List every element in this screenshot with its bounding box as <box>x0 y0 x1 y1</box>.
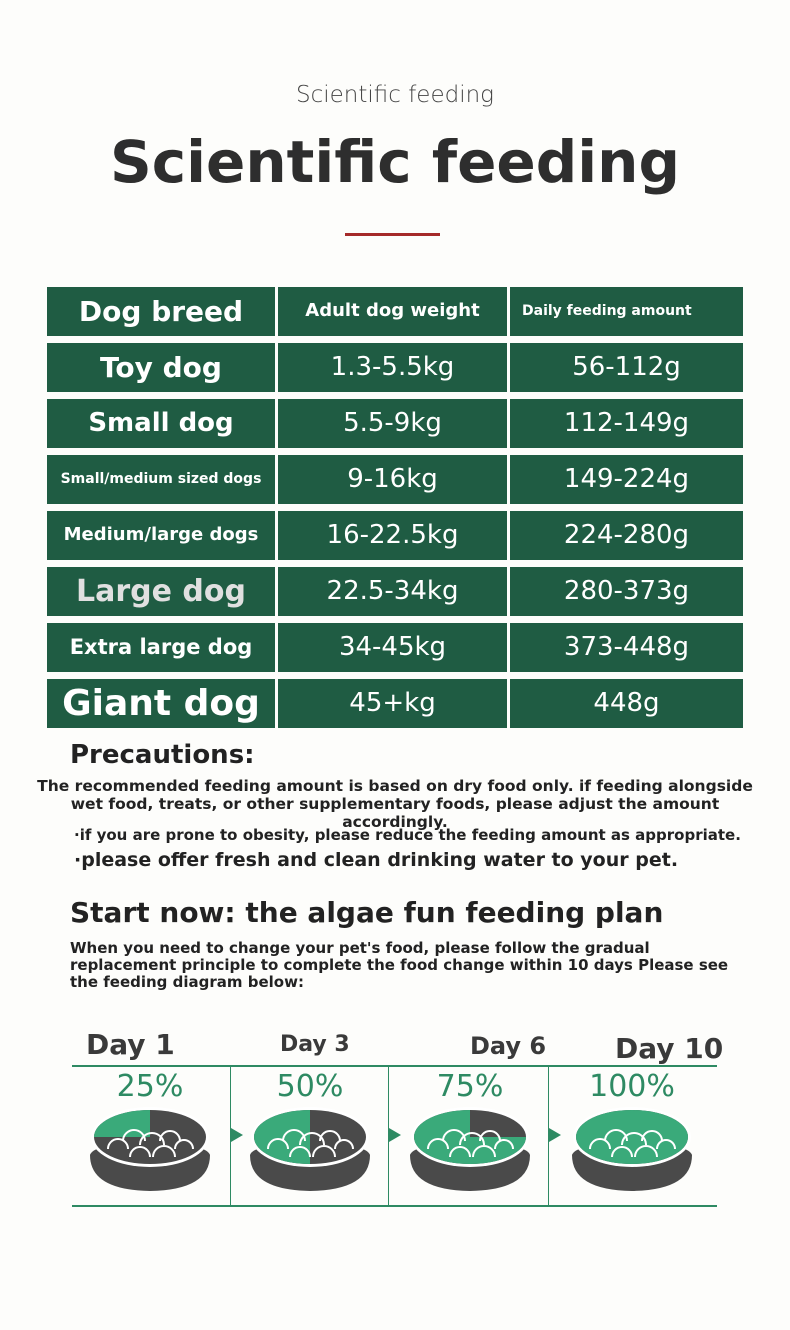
percent-label: 100% <box>589 1069 675 1104</box>
day-label: Day 10 <box>615 1032 724 1065</box>
food-bowl-icon <box>90 1107 210 1191</box>
cell-text: 45+kg <box>349 687 436 718</box>
header-cell: Dog breed <box>47 287 275 336</box>
amount-cell: 224-280g <box>510 511 743 560</box>
weight-cell: 45+kg <box>278 679 507 728</box>
divider <box>72 1205 717 1207</box>
breed-cell: Toy dog <box>47 343 275 392</box>
divider <box>72 1065 717 1067</box>
percent-label: 75% <box>436 1069 504 1104</box>
breed-cell: Extra large dog <box>47 623 275 672</box>
page-title: Scientific feeding <box>110 128 680 196</box>
precautions-text: The recommended feeding amount is based … <box>37 777 753 831</box>
cell-text: 448g <box>593 687 660 718</box>
percent-label: 50% <box>276 1069 344 1104</box>
amount-cell: 56-112g <box>510 343 743 392</box>
plan-heading: Start now: the algae fun feeding plan <box>70 896 664 929</box>
divider <box>345 233 440 236</box>
food-bowl-icon <box>572 1107 692 1191</box>
cell-text: Giant dog <box>62 682 260 724</box>
arrow-right-icon <box>549 1128 561 1142</box>
cell-text: 16-22.5kg <box>326 519 459 550</box>
subtitle: Scientific feeding <box>296 82 494 108</box>
day-label: Day 6 <box>470 1032 547 1060</box>
cell-text: 112-149g <box>563 407 690 438</box>
divider <box>388 1067 389 1206</box>
header-cell: Daily feeding amount <box>510 287 743 336</box>
divider <box>230 1067 231 1206</box>
breed-cell: Small dog <box>47 399 275 448</box>
breed-cell: Large dog <box>47 567 275 616</box>
amount-cell: 373-448g <box>510 623 743 672</box>
cell-text: Adult dog weight <box>305 300 480 322</box>
cell-text: 224-280g <box>563 519 690 550</box>
cell-text: 373-448g <box>563 631 690 662</box>
cell-text: Toy dog <box>100 350 222 384</box>
food-bowl-icon <box>250 1107 370 1191</box>
breed-cell: Small/medium sized dogs <box>47 455 275 504</box>
cell-text: Extra large dog <box>69 635 253 660</box>
weight-cell: 9-16kg <box>278 455 507 504</box>
plan-text: When you need to change your pet's food,… <box>70 939 729 991</box>
cell-text: Large dog <box>76 573 246 609</box>
cell-text: 1.3-5.5kg <box>330 351 455 382</box>
header-cell: Adult dog weight <box>278 287 507 336</box>
day-label: Day 3 <box>280 1032 350 1057</box>
precaution-bullet: ·please offer fresh and clean drinking w… <box>74 849 679 871</box>
cell-text: 9-16kg <box>347 463 438 494</box>
amount-cell: 149-224g <box>510 455 743 504</box>
breed-cell: Medium/large dogs <box>47 511 275 560</box>
weight-cell: 22.5-34kg <box>278 567 507 616</box>
weight-cell: 16-22.5kg <box>278 511 507 560</box>
amount-cell: 280-373g <box>510 567 743 616</box>
arrow-right-icon <box>389 1128 401 1142</box>
weight-cell: 1.3-5.5kg <box>278 343 507 392</box>
amount-cell: 448g <box>510 679 743 728</box>
cell-text: 149-224g <box>563 463 690 494</box>
cell-text: 280-373g <box>563 575 690 606</box>
arrow-right-icon <box>231 1128 243 1142</box>
divider <box>548 1067 549 1206</box>
breed-cell: Giant dog <box>47 679 275 728</box>
cell-text: Small dog <box>88 407 234 438</box>
precautions-heading: Precautions: <box>70 740 255 770</box>
cell-text: Medium/large dogs <box>63 524 259 546</box>
cell-text: 56-112g <box>572 351 681 382</box>
precaution-bullet: ·if you are prone to obesity, please red… <box>74 826 741 844</box>
cell-text: 5.5-9kg <box>343 407 442 438</box>
weight-cell: 34-45kg <box>278 623 507 672</box>
cell-text: 34-45kg <box>338 631 447 662</box>
cell-text: Daily feeding amount <box>522 303 692 320</box>
cell-text: Dog breed <box>78 294 244 328</box>
amount-cell: 112-149g <box>510 399 743 448</box>
cell-text: Small/medium sized dogs <box>60 471 262 488</box>
day-label: Day 1 <box>86 1028 175 1061</box>
weight-cell: 5.5-9kg <box>278 399 507 448</box>
food-bowl-icon <box>410 1107 530 1191</box>
percent-label: 25% <box>116 1069 184 1104</box>
cell-text: 22.5-34kg <box>326 575 459 606</box>
